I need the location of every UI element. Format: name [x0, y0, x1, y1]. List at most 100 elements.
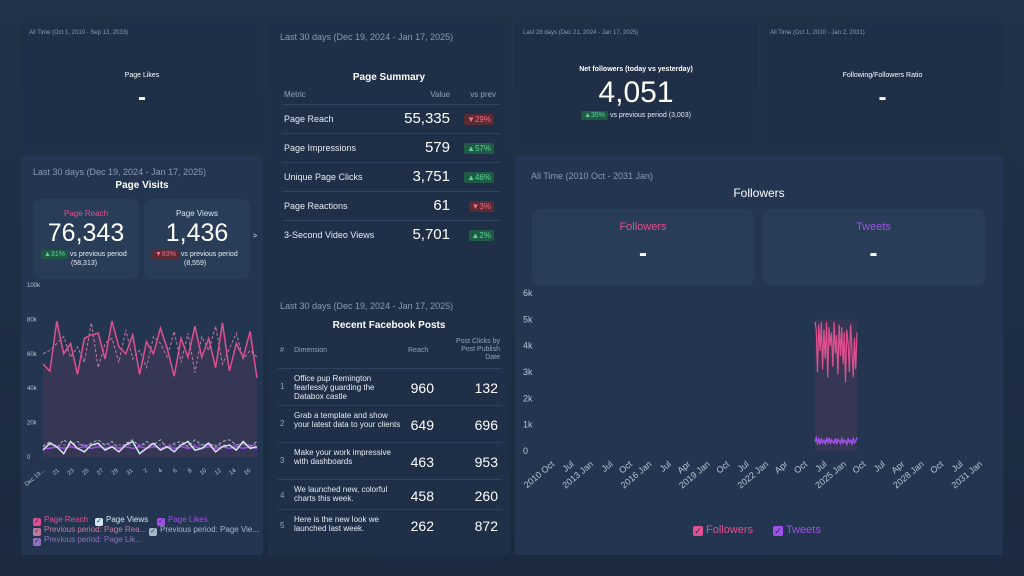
- checkbox-icon: ✓: [149, 528, 157, 536]
- net-followers-date: Last 28 days (Dec 21, 2024 - Jan 17, 202…: [523, 30, 639, 36]
- y-tick-label: 0: [27, 455, 31, 461]
- post-row[interactable]: 1 Office pup Remington fearlessly guardi…: [278, 368, 502, 405]
- x-tick-label: 8: [187, 468, 194, 475]
- x-tick-label: 21: [52, 468, 61, 477]
- x-tick-label: Oct: [928, 459, 946, 476]
- post-reach: 458: [410, 488, 434, 504]
- summary-row: Page Reach 55,335 ▼29%: [282, 104, 500, 133]
- page-summary-card: Last 30 days (Dec 19, 2024 - Jan 17, 202…: [268, 22, 510, 284]
- recent-posts-title: Recent Facebook Posts: [332, 320, 446, 331]
- post-clicks: 132: [474, 380, 498, 396]
- post-number: 4: [280, 491, 285, 500]
- page-summary-title: Page Summary: [352, 72, 426, 83]
- x-tick-label: 4: [158, 468, 165, 475]
- x-tick-label: 23: [67, 468, 76, 477]
- page-reach-compare-row: ▲31% vs previous period: [41, 250, 135, 259]
- y-tick-label: 6k: [523, 288, 533, 298]
- summary-change-badge: ▼3%: [468, 201, 494, 212]
- series-line-tweets: [814, 434, 858, 447]
- summary-metric: Page Reactions: [284, 201, 348, 211]
- legend-label: Page Reach: [44, 515, 89, 524]
- x-tick-label: 31: [126, 468, 135, 477]
- post-reach: 649: [410, 417, 434, 433]
- page-views-tile: Page Views 1,436 ▼83% vs previous period…: [144, 199, 250, 279]
- post-row[interactable]: 2 Grab a template and show your latest d…: [278, 405, 502, 442]
- post-text: We launched new, colorful charts this we…: [294, 485, 388, 503]
- x-tick-label: 27: [96, 468, 105, 477]
- checkbox-icon: ✓: [773, 526, 783, 536]
- page-visits-chart: 100k 80k 60k 40k 20k 0 Dec 19... 21 23 25 27 29 31 2 4…: [24, 283, 258, 488]
- post-row[interactable]: 3 Make your work impressive with dashboa…: [278, 442, 502, 479]
- checkbox-icon: ✓: [33, 528, 41, 536]
- x-tick-label: Dec 19...: [24, 468, 47, 488]
- legend-page-reach[interactable]: ✓ Page Reach: [33, 515, 88, 526]
- net-followers-compare: vs previous period (3,003): [609, 112, 691, 119]
- post-number: 3: [280, 456, 285, 465]
- followers-date: All Time (2010 Oct - 2031 Jan): [531, 171, 654, 181]
- x-tick-label: Oct: [850, 459, 868, 476]
- post-reach: 960: [410, 380, 434, 396]
- post-row[interactable]: 5 Here is the new look we launched last …: [278, 509, 502, 539]
- posts-header-num: #: [280, 347, 284, 354]
- y-tick-label: 3k: [523, 367, 533, 377]
- net-followers-card: Last 28 days (Dec 21, 2024 - Jan 17, 202…: [515, 22, 757, 150]
- legend-label: Previous period: Page Rea...: [44, 525, 147, 534]
- legend-prev-page-likes[interactable]: ✓ Previous period: Page Lik...: [33, 535, 142, 546]
- legend-tweets[interactable]: ✓ Tweets: [773, 524, 821, 536]
- page-likes-date: All Time (Oct 1, 2010 - Sep 13, 2033): [29, 30, 129, 36]
- summary-row: Page Impressions 579 ▲57%: [282, 133, 500, 162]
- next-metric-arrow[interactable]: >: [253, 233, 258, 240]
- followers-title: Followers: [733, 186, 785, 200]
- net-followers-compare-row: ▲35% vs previous period (3,003): [515, 111, 757, 120]
- page-views-value: 1,436: [165, 219, 229, 247]
- page-views-prev: (8,559): [184, 260, 207, 267]
- summary-value: 61: [433, 197, 450, 214]
- summary-header-vs: vs prev: [470, 90, 496, 99]
- post-text: Make your work impressive with dashboard…: [294, 448, 391, 466]
- summary-change-badge: ▲2%: [468, 230, 494, 241]
- legend-page-views[interactable]: ✓ Page Views: [95, 515, 148, 526]
- post-text: Office pup Remington fearlessly guarding…: [294, 374, 375, 401]
- ratio-date: All Time (Oct 1, 2010 - Jan 2, 2031): [770, 30, 865, 36]
- page-visits-card: Last 30 days (Dec 19, 2024 - Jan 17, 202…: [21, 155, 263, 555]
- summary-header-metric: Metric: [284, 90, 306, 99]
- legend-followers[interactable]: ✓ Followers: [693, 524, 753, 536]
- y-tick-label: 2k: [523, 393, 533, 403]
- y-tick-label: 100k: [27, 283, 41, 289]
- net-followers-change-badge: ▲35%: [581, 111, 609, 120]
- x-tick-label: 25: [81, 468, 90, 477]
- summary-header-value: Value: [430, 90, 450, 99]
- tweets-tile-value: -: [869, 240, 878, 267]
- x-tick-label: Jul: [599, 459, 614, 474]
- page-summary-date: Last 30 days (Dec 19, 2024 - Jan 17, 202…: [280, 32, 454, 42]
- x-tick-label: 2: [143, 468, 150, 475]
- post-clicks: 696: [474, 417, 498, 433]
- summary-value: 3,751: [412, 168, 450, 185]
- checkbox-icon: ✓: [157, 518, 165, 526]
- page-views-compare: vs previous period: [180, 251, 238, 258]
- x-tick-label: 29: [111, 468, 120, 477]
- x-tick-label: Jul: [872, 459, 887, 474]
- posts-header-clicks: Post Clicks by Post Publish Date: [456, 338, 500, 361]
- x-tick-label: Apr: [773, 459, 790, 476]
- net-followers-value: 4,051: [598, 76, 674, 109]
- legend-prev-page-views[interactable]: ✓ Previous period: Page Vie...: [149, 525, 259, 536]
- series-line-followers: [814, 321, 858, 383]
- page-views-compare-row: ▼83% vs previous period: [152, 250, 246, 259]
- followers-tile-value: -: [639, 240, 647, 267]
- post-number: 2: [280, 419, 285, 428]
- post-row[interactable]: 4 We launched new, colorful charts this …: [278, 479, 502, 509]
- legend-prev-page-reach[interactable]: ✓ Previous period: Page Rea...: [33, 525, 146, 536]
- x-tick-label: Oct: [792, 459, 810, 476]
- page-likes-title: Page Likes: [124, 72, 160, 79]
- posts-header-reach: Reach: [408, 347, 429, 354]
- x-tick-label: 14: [229, 468, 238, 477]
- checkbox-icon: ✓: [95, 518, 103, 526]
- legend-page-likes[interactable]: ✓ Page Likes: [157, 515, 208, 526]
- summary-metric: Page Impressions: [284, 143, 357, 153]
- post-reach: 463: [410, 454, 434, 470]
- page-reach-value: 76,343: [47, 219, 125, 247]
- page-reach-change-badge: ▲31%: [41, 250, 68, 259]
- x-tick-label: Oct: [714, 459, 732, 476]
- tweets-tile: Tweets -: [762, 209, 985, 286]
